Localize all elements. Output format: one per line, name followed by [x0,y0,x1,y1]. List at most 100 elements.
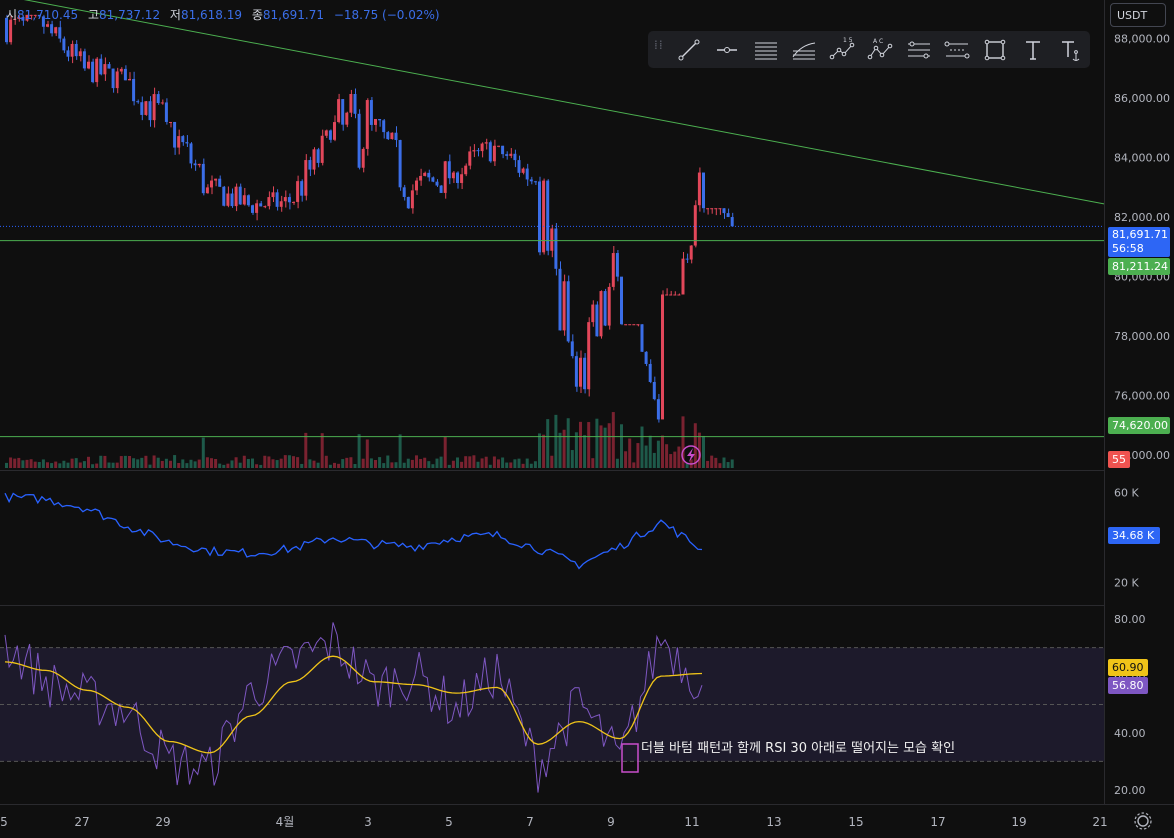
volume-bar [628,438,632,468]
candle-body [456,172,459,183]
volume-bar [501,457,505,468]
candle-body [357,113,361,168]
volume-bar [193,461,197,468]
volume-bar [156,457,160,468]
candle-body [628,324,632,326]
volume-bar [714,457,718,468]
time-tick-label: 5 [445,815,453,829]
current-price-badge: 81,691.71 56:58 [1108,227,1170,257]
drawing-toolbar[interactable]: ⁞⁞ 1 5 A C [648,31,1090,68]
trend-line-icon[interactable] [674,35,704,65]
volume-bar [476,461,480,468]
volume-bar [95,463,99,468]
price-range-icon[interactable] [942,35,972,65]
volume-bar [472,455,476,468]
volume-bar [394,462,398,468]
volume-bar [374,459,377,468]
abcd-pattern-icon[interactable]: A C [866,35,896,65]
candle-body [74,43,78,57]
candle-body [173,121,177,148]
volume-bar [296,457,300,468]
candle-body [210,180,213,188]
candle-body [505,154,509,156]
candle-body [386,132,390,140]
candle-body [17,17,21,19]
volume-bar [554,414,558,468]
volume-bar [550,455,554,468]
candle-body [353,93,357,114]
text-icon[interactable] [1018,35,1048,65]
volume-bar [665,444,669,468]
rectangle-icon[interactable] [980,35,1010,65]
candle-body [632,324,636,326]
volume-bar [140,457,144,468]
date-range-icon[interactable] [904,35,934,65]
volume-bar [579,421,582,468]
high-label: 고 [87,8,99,22]
drag-handle-icon[interactable]: ⁞⁞ [654,38,664,52]
anchored-text-icon[interactable] [1056,35,1086,65]
candle-body [529,179,533,182]
volume-bar [509,462,513,468]
parallel-channel-icon[interactable] [751,35,781,65]
candle-body [33,14,37,16]
candle-body [324,130,328,136]
volume-bar [427,461,431,468]
candle-body [443,161,447,193]
volume-bar [443,436,447,468]
candle-body [197,163,201,166]
candle-body [222,186,226,206]
candle-body [624,324,628,326]
volume-bar [517,458,521,468]
pattern-annotation[interactable]: 더블 바텀 패턴과 함께 RSI 30 아래로 떨어지는 모습 확인 [641,741,956,756]
gear-icon[interactable] [1134,812,1152,830]
volume-bar [148,464,152,468]
volume-bar [702,435,705,468]
candle-body [115,71,119,89]
volume-bar [542,434,546,468]
volume-bar [103,455,107,468]
fib-retracement-icon[interactable] [789,35,819,65]
volume-bar [357,434,361,468]
volume-bar [230,460,234,468]
candle-body [706,208,710,210]
candle-body [538,181,541,253]
candle-body [427,172,431,178]
candle-body [181,136,185,143]
candle-body [185,142,189,144]
candle-body [246,195,250,206]
candle-body [292,201,295,203]
candle-body [369,100,373,125]
volume-bar [304,432,308,468]
volume-bar [115,462,119,468]
volume-bar [587,422,591,468]
candle-body [460,174,464,183]
lightning-icon[interactable] [681,445,701,465]
candle-body [439,185,443,193]
volume-bar [677,446,681,468]
volume-bar [652,452,656,468]
volume-bar [611,412,615,468]
candle-body [50,24,54,34]
volume-bar [246,458,250,468]
candle-body [566,281,570,342]
elliott-wave-icon[interactable]: 1 5 [828,35,858,65]
candle-body [169,121,172,123]
price-tick-label: 78,000.00 [1114,330,1170,343]
candle-body [304,160,308,196]
candle-body [533,181,537,183]
candle-body [665,294,669,296]
obv-value-badge: 34.68 K [1108,527,1160,544]
price-tick-label: 76,000.00 [1114,390,1170,403]
candle-body [87,61,90,69]
currency-selector[interactable]: USDT [1110,3,1166,27]
candle-body [333,122,336,140]
candle-body [710,208,714,210]
volume-bar [17,457,21,468]
horizontal-ray-icon[interactable] [712,35,742,65]
candle-body [251,205,254,213]
candle-body [468,151,472,166]
low-value: 81,618.19 [180,8,243,22]
